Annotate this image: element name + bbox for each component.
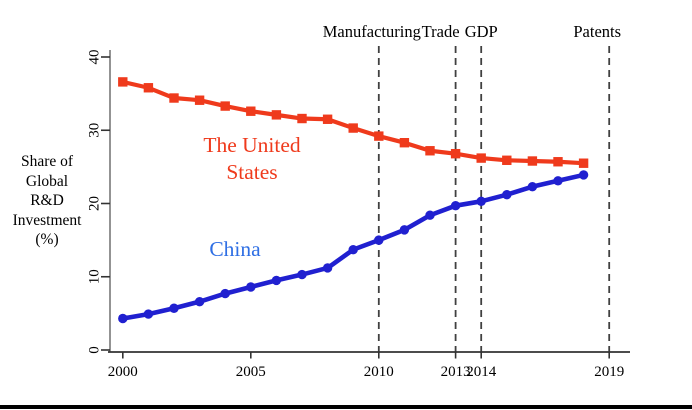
marker-the-united-states-2012 [425, 146, 435, 156]
marker-china-2013 [450, 200, 461, 211]
y-tick-label-0: 0 [86, 346, 102, 354]
marker-the-united-states-2003 [194, 95, 205, 105]
x-tick-label-2010: 2010 [364, 364, 394, 380]
marker-the-united-states-2002 [169, 93, 179, 103]
event-label-gdp: GDP [465, 22, 498, 41]
bottom-rule [0, 405, 692, 409]
marker-the-united-states-2014 [476, 153, 486, 163]
marker-the-united-states-2008 [322, 114, 333, 124]
marker-the-united-states-2007 [297, 113, 307, 124]
marker-the-united-states-2001 [143, 83, 154, 93]
event-label-manufacturing: Manufacturing [323, 22, 421, 41]
marker-china-2003 [194, 296, 205, 307]
marker-china-2010 [374, 235, 384, 245]
marker-the-united-states-2016 [527, 156, 538, 166]
us-series-label-line: States [226, 159, 278, 184]
marker-china-2006 [271, 275, 282, 286]
marker-the-united-states-2011 [399, 138, 410, 148]
y-axis-title: Share of Global R&D Investment (%) [0, 152, 94, 250]
marker-china-2016 [527, 181, 538, 192]
y-axis-title-line: (%) [35, 231, 59, 248]
y-tick-label-40: 40 [86, 50, 102, 65]
y-axis-title-line: Global [25, 172, 69, 190]
marker-the-united-states-2018 [578, 158, 589, 168]
x-tick-label-2005: 2005 [236, 364, 266, 380]
x-tick-label-2013: 2013 [441, 364, 471, 380]
marker-china-2002 [169, 303, 179, 313]
event-label-trade: Trade [422, 22, 460, 41]
y-tick-label-10: 10 [86, 269, 102, 284]
marker-china-2005 [246, 282, 256, 292]
marker-china-2015 [502, 190, 512, 200]
marker-the-united-states-2010 [374, 131, 384, 141]
x-tick-label-2014: 2014 [466, 364, 497, 380]
x-tick-label-2019: 2019 [594, 364, 624, 380]
us-series-label-line: The United [203, 133, 301, 157]
event-label-patents: Patents [573, 22, 621, 41]
marker-the-united-states-2013 [450, 148, 461, 159]
y-axis-title-line: Share of [20, 153, 74, 170]
marker-china-2011 [399, 225, 410, 235]
y-tick-label-20: 20 [86, 196, 102, 211]
y-axis-title-line: Investment [12, 211, 82, 229]
marker-the-united-states-2004 [220, 101, 230, 111]
marker-the-united-states-2006 [271, 110, 282, 120]
marker-the-united-states-2015 [502, 155, 512, 165]
china-series-label-line: China [209, 237, 261, 261]
china-series-label: China [145, 236, 325, 263]
y-tick-label-30: 30 [86, 123, 102, 138]
marker-china-2009 [348, 244, 358, 255]
x-tick-label-2000: 2000 [108, 364, 138, 380]
marker-china-2018 [578, 170, 589, 180]
marker-china-2001 [143, 309, 154, 319]
marker-the-united-states-2017 [553, 157, 563, 167]
marker-china-2014 [476, 196, 486, 207]
y-axis-title-line: R&D [30, 192, 64, 209]
us-series-label: The United States [162, 132, 342, 185]
marker-the-united-states-2000 [118, 77, 128, 87]
marker-china-2012 [425, 210, 435, 220]
marker-the-united-states-2005 [246, 106, 256, 116]
marker-china-2004 [220, 288, 230, 299]
marker-china-2017 [553, 176, 563, 186]
marker-china-2008 [322, 263, 333, 273]
marker-the-united-states-2009 [348, 123, 358, 133]
marker-china-2007 [297, 269, 307, 280]
marker-china-2000 [118, 313, 128, 324]
